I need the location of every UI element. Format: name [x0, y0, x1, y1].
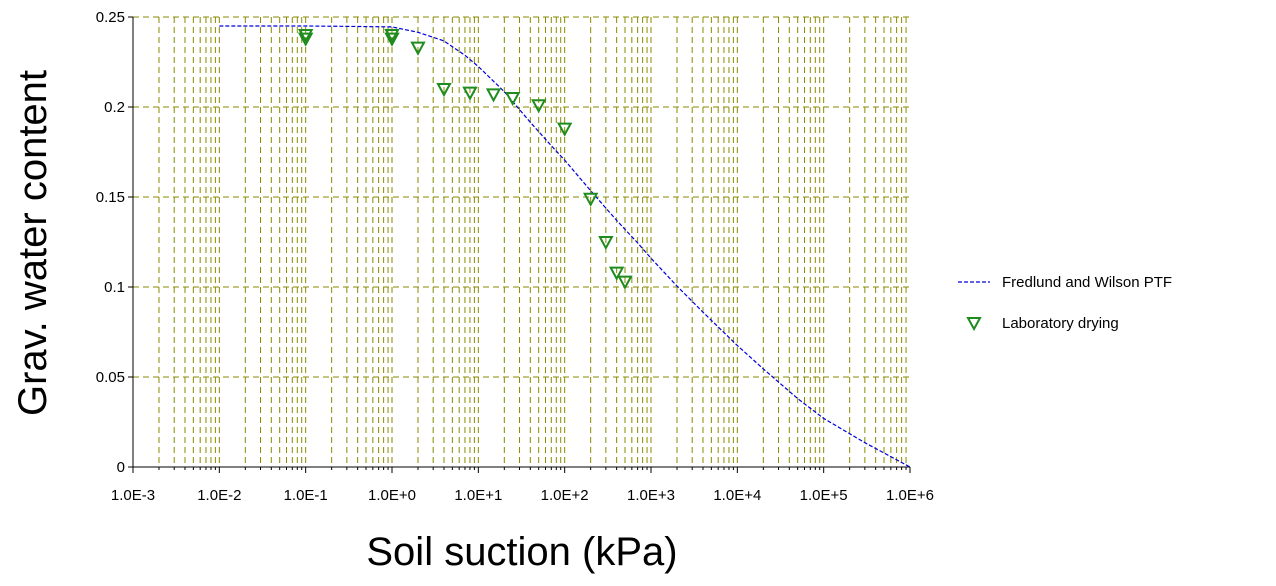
y-tick-label: 0.15 — [96, 189, 125, 206]
data-point-lab-drying — [462, 86, 478, 101]
y-tick-label: 0.1 — [104, 279, 125, 296]
data-point-lab-drying — [505, 92, 521, 107]
x-tick-label: 1.0E+0 — [368, 487, 416, 504]
x-tick-label: 1.0E+3 — [627, 487, 675, 504]
x-tick-label: 1.0E+6 — [886, 487, 934, 504]
axes — [128, 16, 911, 473]
data-point-lab-drying — [530, 99, 547, 114]
data-point-lab-drying — [410, 41, 426, 56]
tick-labels: 0 0.05 0.1 0.15 0.2 0.25 1.0E-3 1.0E-2 1.0E-1 1.0… — [96, 9, 934, 504]
data-point-lab-drying — [617, 275, 633, 290]
data-point-lab-drying — [297, 32, 314, 47]
series-layer — [219, 25, 911, 468]
y-tick-label: 0.25 — [96, 9, 125, 26]
x-tick-label: 1.0E-1 — [284, 487, 328, 504]
x-axis-label: Soil suction (kPa) — [366, 530, 677, 574]
legend-marker-swatch — [966, 317, 982, 332]
y-axis-label: Grav. water content — [11, 70, 55, 416]
data-point-lab-drying — [384, 29, 400, 44]
x-tick-label: 1.0E-3 — [111, 487, 155, 504]
y-tick-label: 0.05 — [96, 369, 125, 386]
legend-label-fredlund-wilson: Fredlund and Wilson PTF — [1002, 274, 1172, 291]
data-point-lab-drying — [608, 266, 625, 281]
data-point-lab-drying — [297, 29, 314, 44]
x-tick-label: 1.0E-2 — [197, 487, 241, 504]
x-tick-label: 1.0E+1 — [454, 487, 502, 504]
y-tick-label: 0 — [117, 459, 125, 476]
legend-label-lab-drying: Laboratory drying — [1002, 315, 1119, 332]
x-tick-label: 1.0E+4 — [713, 487, 761, 504]
x-tick-label: 1.0E+5 — [800, 487, 848, 504]
legend: Fredlund and Wilson PTF Laboratory drying — [958, 274, 1172, 332]
series-line-fredlund-wilson — [219, 25, 911, 468]
data-point-lab-drying — [598, 236, 614, 251]
data-point-lab-drying — [436, 83, 452, 98]
data-point-lab-drying — [582, 192, 599, 207]
x-tick-label: 1.0E+2 — [541, 487, 589, 504]
data-point-lab-drying — [485, 88, 502, 103]
data-point-lab-drying — [556, 122, 573, 137]
grid-lines — [133, 16, 910, 467]
y-tick-label: 0.2 — [104, 99, 125, 116]
data-point-lab-drying — [384, 32, 400, 47]
